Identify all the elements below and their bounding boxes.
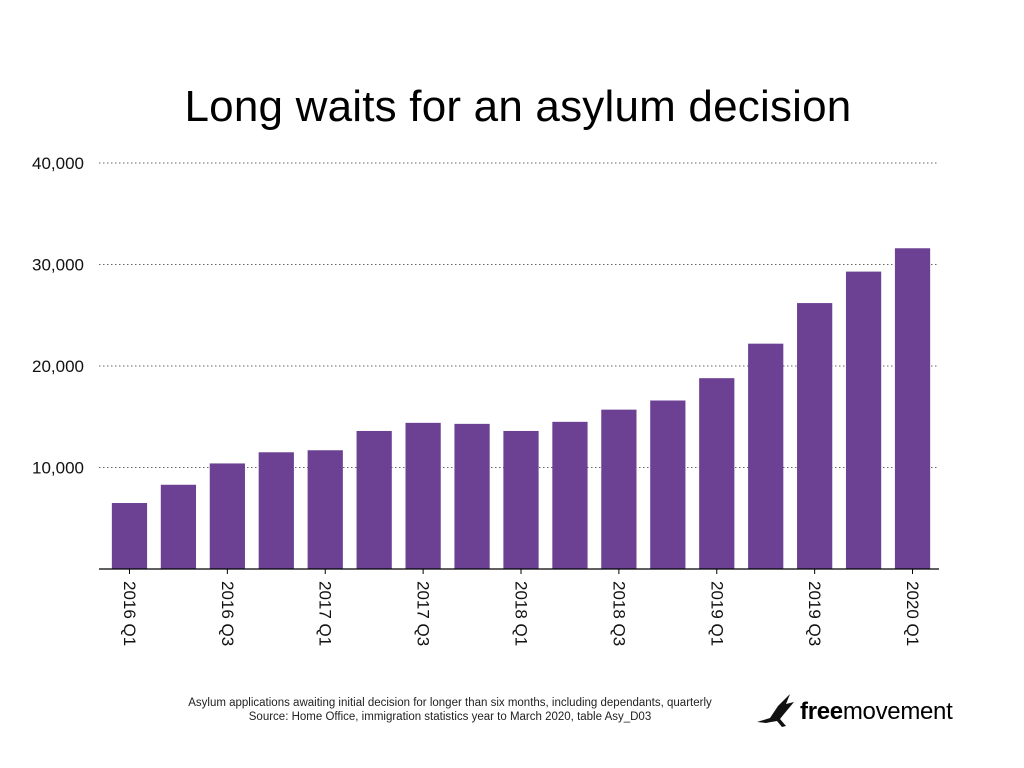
- x-tick-label: 2016 Q1: [120, 581, 139, 646]
- x-tick-label: 2020 Q1: [903, 581, 922, 646]
- bar: [552, 421, 588, 569]
- chart-title: Long waits for an asylum decision: [184, 82, 852, 131]
- x-tick-label: 2019 Q3: [805, 581, 824, 646]
- brand-logo: freemovement: [756, 690, 953, 734]
- bar: [797, 303, 833, 569]
- brand-name-bold: free: [800, 698, 843, 725]
- bar: [748, 343, 784, 569]
- x-tick-label: 2019 Q1: [707, 581, 726, 646]
- x-tick-label: 2017 Q1: [316, 581, 335, 646]
- brand-name-regular: movement: [842, 698, 953, 725]
- bar: [503, 430, 539, 569]
- bar: [601, 409, 637, 569]
- bar: [650, 400, 686, 569]
- bar: [356, 430, 392, 569]
- x-tick-label: 2016 Q3: [218, 581, 237, 646]
- bar: [405, 422, 441, 569]
- x-tick-label: 2018 Q3: [609, 581, 628, 646]
- y-tick-label: 40,000: [32, 154, 84, 173]
- bird-icon: [757, 694, 794, 727]
- y-tick-label: 20,000: [32, 357, 84, 376]
- y-tick-label: 10,000: [32, 459, 84, 478]
- bar: [845, 271, 882, 569]
- bar: [307, 450, 343, 569]
- caption-description: Asylum applications awaiting initial dec…: [188, 697, 712, 709]
- bar: [111, 503, 148, 569]
- bar: [894, 248, 931, 569]
- y-tick-label: 30,000: [32, 256, 84, 275]
- x-tick-label: 2018 Q1: [512, 581, 531, 646]
- bar: [258, 452, 294, 569]
- bar: [209, 463, 245, 569]
- x-tick-label: 2017 Q3: [414, 581, 433, 646]
- bar: [454, 423, 490, 569]
- chart-caption: Asylum applications awaiting initial dec…: [150, 696, 750, 724]
- bar: [160, 484, 197, 569]
- caption-source: Source: Home Office, immigration statist…: [248, 711, 652, 723]
- bar: [699, 378, 735, 569]
